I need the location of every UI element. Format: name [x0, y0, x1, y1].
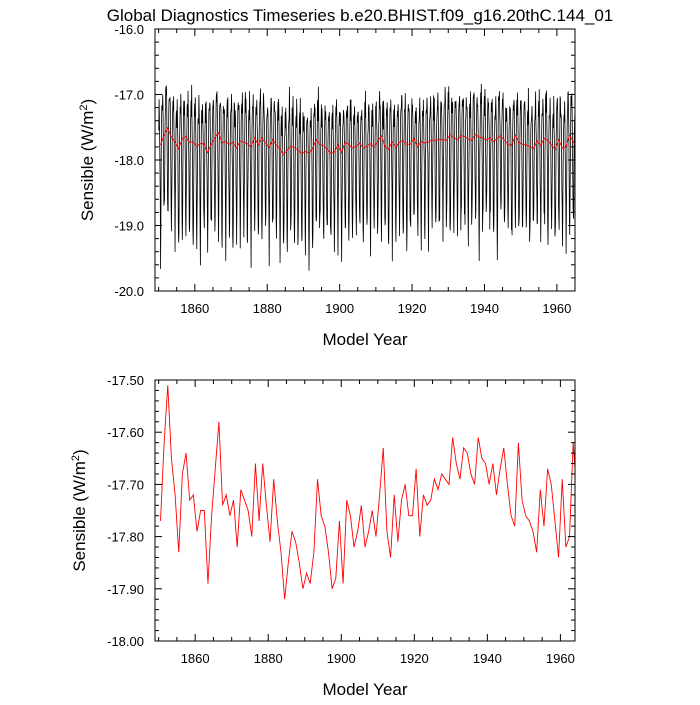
- top-x-tick-label: 1880: [253, 301, 282, 316]
- top-y-tick-label: -19.0: [114, 219, 144, 234]
- top-x-axis-label: Model Year: [322, 330, 407, 349]
- top-annual-series-line: [160, 126, 575, 156]
- bot-y-tick-label: -17.80: [107, 530, 144, 545]
- bottom-y-axis-label-main: Sensible (W/m: [70, 461, 89, 572]
- bottom-panel: 1860 1880 1900 1920 1940 1960 -18.00 -17.90 -17.…: [70, 373, 576, 699]
- top-x-tick-label: 1920: [398, 301, 427, 316]
- bot-x-tick-label: 1900: [327, 651, 356, 666]
- bot-y-tick-label: -17.50: [107, 373, 144, 388]
- bot-x-tick-label: 1960: [546, 651, 575, 666]
- bot-x-tick-label: 1860: [181, 651, 210, 666]
- top-y-tick-label: -16.0: [114, 22, 144, 37]
- top-x-tick-label: 1940: [470, 301, 499, 316]
- bottom-plot-frame: [154, 379, 576, 642]
- top-y-axis-label: Sensible (W/m2): [78, 99, 97, 221]
- top-y-axis-label-sup: 2: [78, 105, 90, 111]
- chart-title: Global Diagnostics Timeseries b.e20.BHIS…: [107, 6, 614, 25]
- bot-x-tick-label: 1920: [400, 651, 429, 666]
- bottom-x-axis-label: Model Year: [322, 680, 407, 699]
- top-x-tick-label: 1960: [542, 301, 571, 316]
- bot-y-tick-label: -17.60: [107, 425, 144, 440]
- top-y-tick-label: -20.0: [114, 284, 144, 299]
- bot-x-tick-label: 1940: [473, 651, 502, 666]
- top-y-axis-label-close: ): [78, 99, 97, 105]
- bot-y-tick-label: -17.70: [107, 477, 144, 492]
- bottom-y-axis-label: Sensible (W/m2): [70, 449, 89, 571]
- bottom-y-axis-label-close: ): [70, 449, 89, 455]
- top-y-tick-label: -17.0: [114, 88, 144, 103]
- top-y-tick-label: -18.0: [114, 153, 144, 168]
- top-monthly-series-line: [158, 83, 575, 271]
- top-y-axis-label-main: Sensible (W/m: [78, 111, 97, 222]
- bottom-y-axis-label-sup: 2: [70, 455, 82, 461]
- bot-x-tick-label: 1880: [254, 651, 283, 666]
- top-panel: 1860 1880 1900 1920 1940 1960 -20.0 -19.0 -18.0 -…: [78, 22, 576, 349]
- bot-y-tick-label: -18.00: [107, 634, 144, 649]
- bot-y-tick-label: -17.90: [107, 582, 144, 597]
- top-x-tick-label: 1860: [180, 301, 209, 316]
- top-x-tick-label: 1900: [325, 301, 354, 316]
- bot-annual-series-line: [160, 385, 575, 600]
